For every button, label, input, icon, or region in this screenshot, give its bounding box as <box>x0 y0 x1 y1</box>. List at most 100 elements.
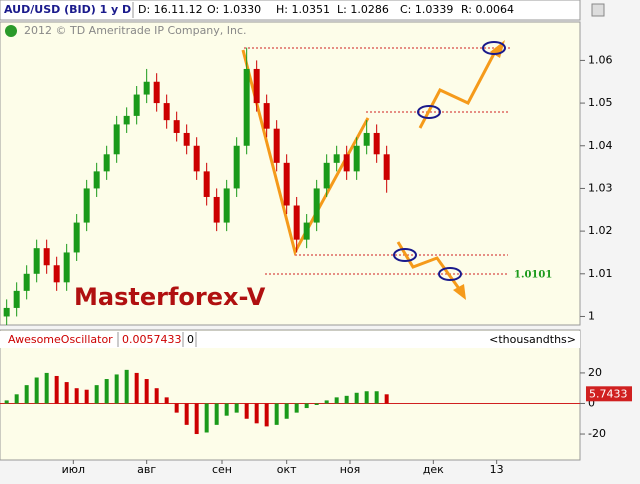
y-tick-label: -20 <box>588 427 606 440</box>
oscillator-bar <box>304 403 309 409</box>
open: O: 1.0330 <box>207 3 261 16</box>
candle-body <box>233 145 240 189</box>
candle-body <box>113 124 120 155</box>
x-tick-label: июл <box>62 463 85 476</box>
oscillator-bar <box>14 394 19 404</box>
oscillator-bar <box>344 395 349 404</box>
oscillator-bar <box>134 372 139 404</box>
candle-body <box>243 68 250 146</box>
oscillator-bar <box>384 394 389 404</box>
candle-body <box>353 145 360 172</box>
oscillator-bar <box>74 388 79 404</box>
symbol: AUD/USD (BID) 1 y D <box>4 3 131 16</box>
oscillator-bar <box>224 403 229 416</box>
oscillator-bar <box>114 374 119 404</box>
oscillator-bar <box>314 403 319 405</box>
projection-up <box>418 47 499 129</box>
candle-body <box>343 154 350 172</box>
copyright: 2012 © TD Ameritrade IP Company, Inc. <box>24 24 247 37</box>
x-tick-label: окт <box>277 463 297 476</box>
oscillator-bar <box>94 385 99 404</box>
candle-body <box>323 162 330 189</box>
y-tick-label: 1 <box>588 309 595 322</box>
candle-body <box>63 252 70 283</box>
candle-body <box>293 205 300 240</box>
oscillator-bar <box>204 403 209 433</box>
oscillator-bar <box>104 379 109 404</box>
oscillator-bar <box>374 391 379 404</box>
oscillator-bar <box>364 391 369 404</box>
ellipse <box>393 248 417 262</box>
oscillator-bar <box>64 382 69 404</box>
candle-body <box>333 154 340 163</box>
candle-body <box>163 103 170 121</box>
y-tick-label: 1.02 <box>588 224 613 237</box>
price-pane <box>0 21 581 326</box>
oscillator-bar <box>294 403 299 413</box>
candle-body <box>303 222 310 240</box>
candle-body <box>23 273 30 291</box>
date: D: 16.11.12 <box>138 3 203 16</box>
x-tick-label: дек <box>423 463 444 476</box>
info-icon[interactable] <box>5 25 17 37</box>
arrow-head <box>453 284 466 300</box>
oscillator-setting: 0 <box>187 333 194 346</box>
candle-body <box>363 132 370 146</box>
oscillator-bar <box>254 403 259 424</box>
candle-body <box>73 222 80 253</box>
y-tick-label: 20 <box>588 366 602 379</box>
oscillator-bar <box>234 403 239 413</box>
candle-body <box>133 94 140 116</box>
oscillator-bar <box>84 389 89 404</box>
candle-body <box>273 128 280 163</box>
candle-body <box>373 132 380 155</box>
candle-body <box>193 145 200 172</box>
y-tick-label: 1.01 <box>588 267 613 280</box>
candle-body <box>313 188 320 223</box>
y-tick-label: 1.04 <box>588 139 613 152</box>
candle-body <box>33 248 40 274</box>
candle-body <box>213 196 220 223</box>
oscillator-bar <box>124 369 129 404</box>
oscillator-title: AwesomeOscillator <box>8 333 113 346</box>
x-tick-label: сен <box>212 463 232 476</box>
oscillator-bar <box>54 375 59 404</box>
candle-body <box>93 171 100 189</box>
candle-body <box>223 188 230 223</box>
oscillator-bar <box>194 403 199 435</box>
candle-body <box>3 307 10 317</box>
oscillator-value: 0.0057433 <box>122 333 182 346</box>
oscillator-bar <box>354 392 359 404</box>
candle-body <box>253 68 260 104</box>
oscillator-units: <thousandths> <box>489 333 576 346</box>
candle-body <box>143 81 150 95</box>
oscillator-bar <box>144 379 149 404</box>
candle-body <box>153 81 160 104</box>
high: H: 1.0351 <box>276 3 330 16</box>
y-tick-label: 1.03 <box>588 181 613 194</box>
candle-body <box>103 154 110 172</box>
oscillator-bar <box>334 397 339 404</box>
oscillator-bar <box>274 403 279 425</box>
projection-down <box>396 241 462 291</box>
candle-body <box>13 290 20 308</box>
oscillator-bar <box>284 403 289 419</box>
candle-body <box>383 154 390 180</box>
low: L: 1.0286 <box>337 3 389 16</box>
candle-body <box>283 162 290 206</box>
oscillator-bar <box>154 388 159 404</box>
oscillator-bar <box>34 377 39 404</box>
header-bar <box>0 0 581 21</box>
last-value-label: 5.7433 <box>589 387 628 400</box>
oscillator-header <box>0 331 580 348</box>
candle-body <box>43 248 50 266</box>
maximize-button[interactable] <box>591 3 605 17</box>
close: C: 1.0339 <box>400 3 453 16</box>
watermark: Masterforex-V <box>74 283 266 311</box>
candle-body <box>203 171 210 197</box>
candle-body <box>173 120 180 133</box>
candle-body <box>123 115 130 125</box>
candle-body <box>183 132 190 146</box>
y-tick-label: 1.05 <box>588 96 613 109</box>
